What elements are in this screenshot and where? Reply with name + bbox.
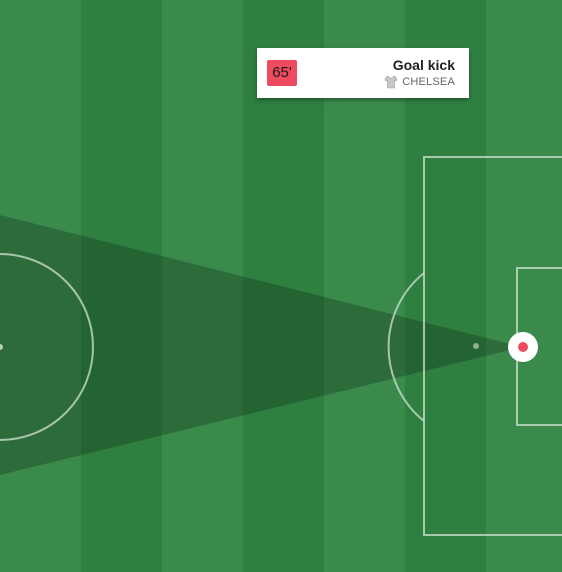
penalty-arc xyxy=(387,272,425,422)
kick-direction-cone xyxy=(0,215,522,475)
event-minute-badge: 65' xyxy=(267,60,297,86)
pitch-stripe xyxy=(0,0,81,572)
event-title: Goal kick xyxy=(392,57,455,73)
event-card: 65' Goal kick CHELSEA xyxy=(257,48,469,98)
center-spot xyxy=(0,344,3,350)
team-row: CHELSEA xyxy=(384,75,455,89)
penalty-spot xyxy=(473,343,479,349)
pitch-stripe xyxy=(162,0,243,572)
pitch-stripe xyxy=(81,0,162,572)
shirt-icon xyxy=(384,75,398,89)
penalty-box xyxy=(423,156,562,536)
pitch-stripe xyxy=(486,0,562,572)
center-circle xyxy=(0,253,94,441)
event-marker-dot xyxy=(518,342,528,352)
team-name: CHELSEA xyxy=(402,76,455,88)
